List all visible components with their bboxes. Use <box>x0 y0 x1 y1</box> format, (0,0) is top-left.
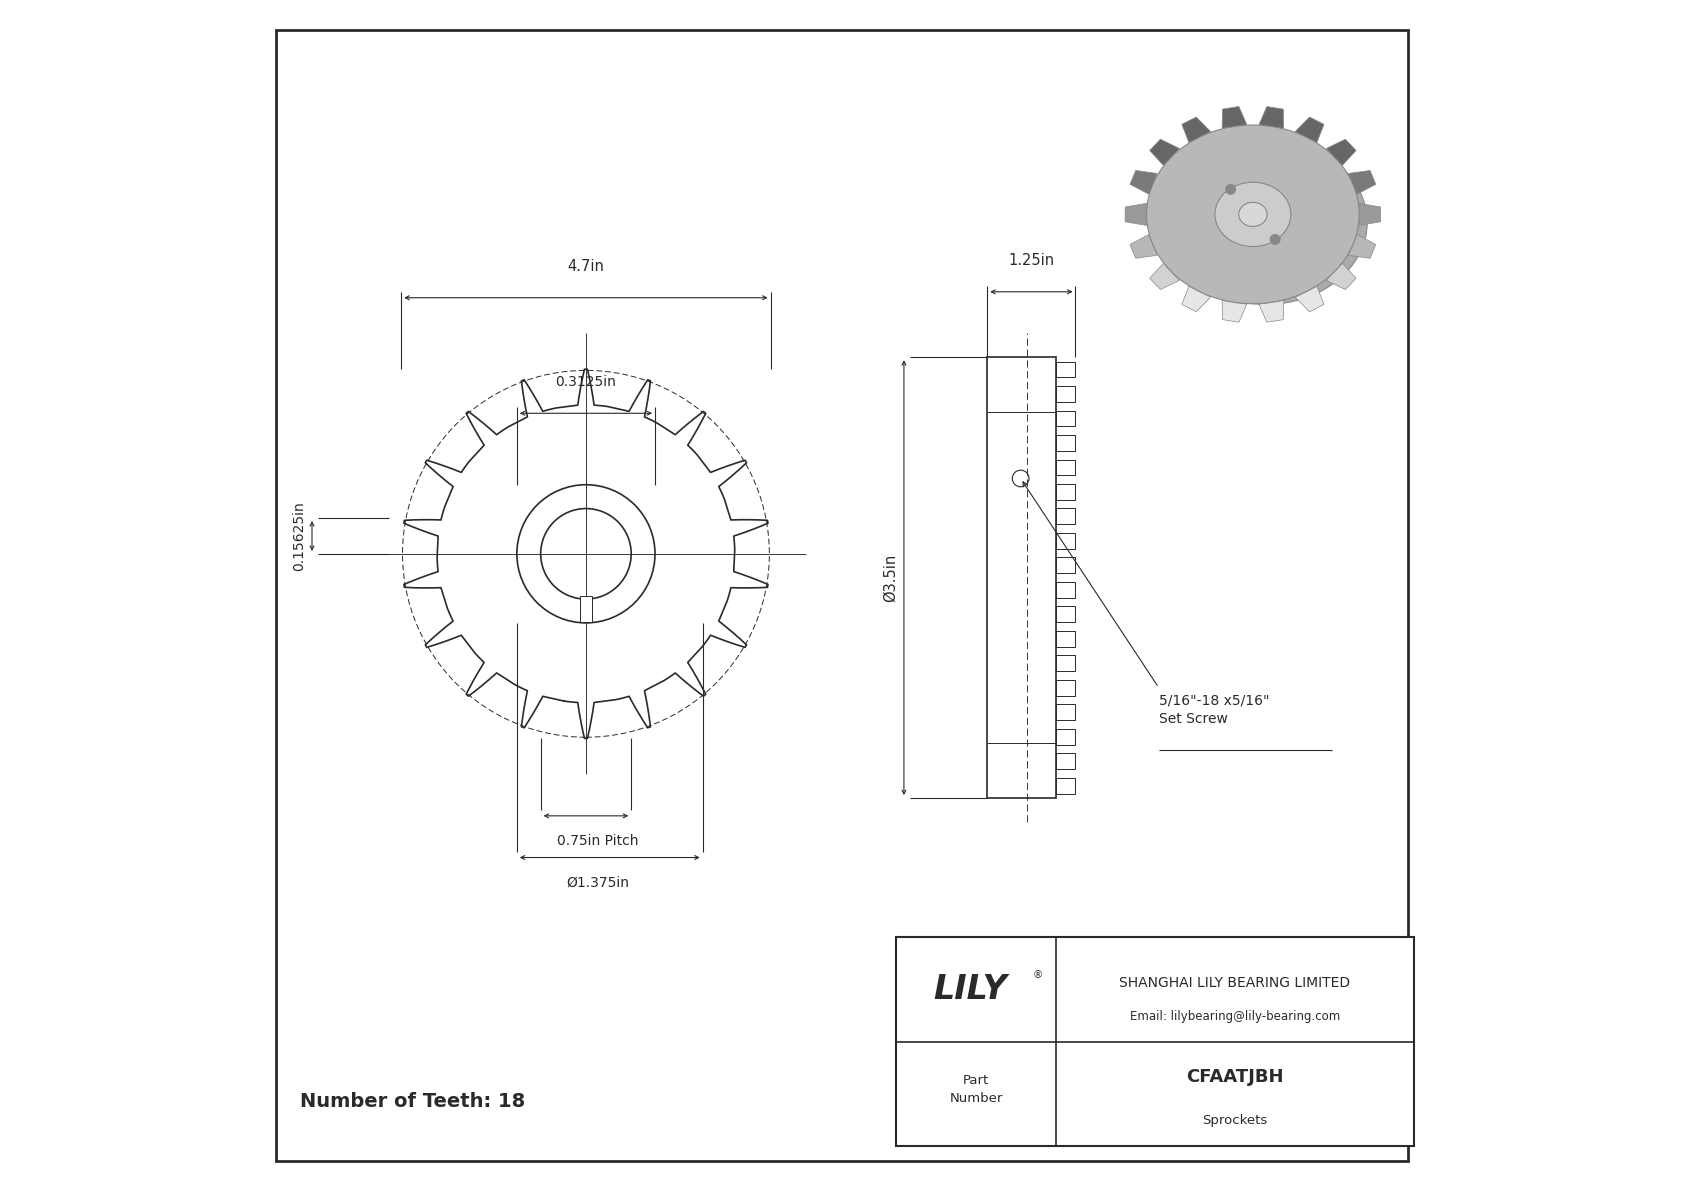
Bar <box>1056 655 1076 672</box>
Text: 0.75in Pitch: 0.75in Pitch <box>557 834 638 848</box>
Text: SHANGHAI LILY BEARING LIMITED: SHANGHAI LILY BEARING LIMITED <box>1120 977 1351 990</box>
Bar <box>1056 606 1076 623</box>
Bar <box>1056 435 1076 451</box>
Text: 0.3125in: 0.3125in <box>556 375 616 389</box>
Polygon shape <box>1150 139 1179 166</box>
Text: Email: lilybearing@lily-bearing.com: Email: lilybearing@lily-bearing.com <box>1130 1010 1340 1023</box>
Bar <box>987 357 1056 798</box>
Bar <box>579 596 591 622</box>
Ellipse shape <box>1239 202 1266 226</box>
Polygon shape <box>1327 139 1356 166</box>
Circle shape <box>1226 185 1236 194</box>
Text: 1.25in: 1.25in <box>1009 252 1054 268</box>
Ellipse shape <box>1147 125 1359 304</box>
Text: 4.7in: 4.7in <box>568 258 605 274</box>
Ellipse shape <box>1165 141 1367 305</box>
Bar <box>1056 509 1076 524</box>
Bar <box>1056 729 1076 744</box>
Ellipse shape <box>1214 182 1292 247</box>
Polygon shape <box>1182 117 1211 143</box>
Polygon shape <box>1182 286 1211 312</box>
Text: LILY: LILY <box>933 973 1007 1006</box>
Bar <box>1056 362 1076 378</box>
Polygon shape <box>1130 170 1157 194</box>
Bar <box>1056 484 1076 500</box>
Bar <box>1056 411 1076 426</box>
Text: 5/16"-18 x5/16"
Set Screw: 5/16"-18 x5/16" Set Screw <box>1159 693 1270 727</box>
Polygon shape <box>1327 263 1356 289</box>
Bar <box>1056 704 1076 721</box>
Polygon shape <box>1130 235 1157 258</box>
Polygon shape <box>1223 300 1246 323</box>
Polygon shape <box>1295 286 1324 312</box>
Text: Number of Teeth: 18: Number of Teeth: 18 <box>300 1092 525 1111</box>
Bar <box>1056 778 1076 793</box>
Text: Part
Number: Part Number <box>950 1074 1002 1105</box>
Text: 0.15625in: 0.15625in <box>291 501 306 570</box>
Polygon shape <box>1260 106 1283 129</box>
Polygon shape <box>1349 235 1376 258</box>
Bar <box>1056 460 1076 475</box>
Polygon shape <box>1150 263 1179 289</box>
Bar <box>1056 557 1076 573</box>
Text: Ø1.375in: Ø1.375in <box>566 875 630 890</box>
Bar <box>1056 582 1076 598</box>
Polygon shape <box>1359 204 1381 225</box>
Bar <box>1056 753 1076 769</box>
Circle shape <box>1270 235 1280 244</box>
Text: Ø3.5in: Ø3.5in <box>882 554 898 601</box>
Bar <box>1056 532 1076 549</box>
Polygon shape <box>1125 204 1147 225</box>
Text: CFAATJBH: CFAATJBH <box>1186 1068 1283 1086</box>
Bar <box>1056 680 1076 696</box>
Bar <box>1056 631 1076 647</box>
Polygon shape <box>1295 117 1324 143</box>
Bar <box>896 937 1413 1146</box>
Polygon shape <box>1223 106 1246 129</box>
Text: Sprockets: Sprockets <box>1202 1115 1268 1127</box>
Bar <box>1056 386 1076 403</box>
Polygon shape <box>1349 170 1376 194</box>
Polygon shape <box>1260 300 1283 323</box>
Text: ®: ® <box>1032 971 1042 980</box>
